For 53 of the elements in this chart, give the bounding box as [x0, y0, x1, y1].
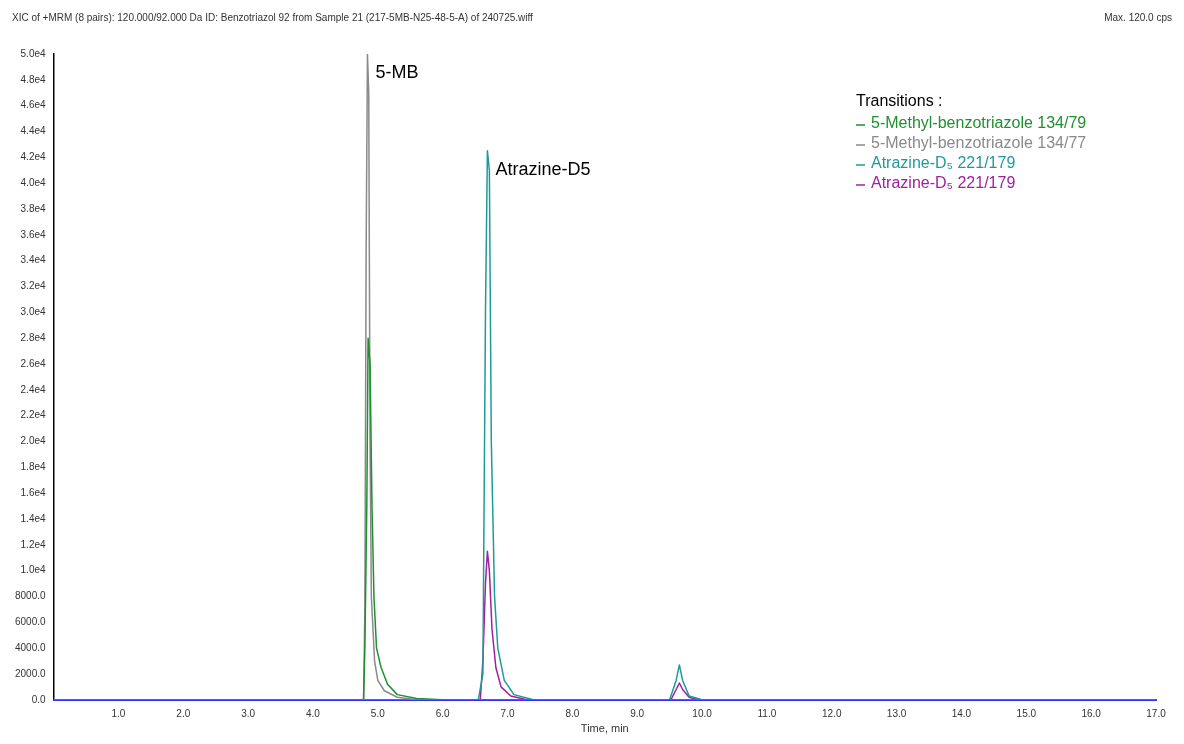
y-tick-label: 4.6e4 [20, 99, 47, 111]
y-tick-label: 2.6e4 [20, 357, 47, 369]
annotation: 5-MB [375, 61, 419, 82]
x-tick-label: 9.0 [630, 707, 645, 719]
annotation: Atrazine-D5 [495, 158, 591, 179]
legend-label: 5-Methyl-benzotriazole 134/79 [871, 114, 1087, 132]
y-tick-label: 3.4e4 [20, 254, 47, 266]
x-tick-label: 12.0 [822, 707, 842, 719]
x-tick-label: 17.0 [1146, 707, 1167, 719]
y-tick-label: 3.8e4 [20, 202, 47, 214]
x-tick-label: 2.0 [176, 707, 191, 719]
y-tick-label: 4.0e4 [20, 176, 47, 188]
x-tick-label: 11.0 [757, 707, 777, 719]
y-tick-label: 3.2e4 [20, 280, 47, 292]
y-tick-label: 0.0 [31, 693, 47, 705]
y-tick-label: 4.8e4 [20, 73, 47, 85]
y-tick-label: 2.2e4 [20, 409, 47, 421]
y-tick-label: 5.0e4 [20, 47, 47, 59]
x-tick-label: 15.0 [1016, 707, 1037, 719]
text: Max. 120.0 cps [1104, 11, 1172, 23]
y-tick-label: 4.4e4 [20, 125, 47, 137]
legend-label: Atrazine-D₅ 221/179 [871, 154, 1016, 172]
x-tick-label: 16.0 [1081, 707, 1102, 719]
y-tick-label: 3.0e4 [20, 306, 47, 318]
x-tick-label: 10.0 [692, 707, 713, 719]
y-tick-label: 1.0e4 [20, 564, 47, 576]
x-tick-label: 8.0 [565, 707, 580, 719]
y-tick-label: 6000.0 [14, 616, 47, 628]
legend-title: Transitions : [856, 92, 943, 110]
x-tick-label: 5.0 [370, 707, 386, 719]
y-tick-label: 2000.0 [14, 667, 47, 679]
y-tick-label: 1.8e4 [20, 461, 47, 473]
x-tick-label: 3.0 [241, 707, 256, 719]
y-tick-label: 1.4e4 [20, 512, 47, 524]
x-tick-label: 1.0 [111, 707, 126, 719]
y-tick-label: 1.2e4 [20, 538, 47, 550]
chart-title: XIC of +MRM (8 pairs): 120.000/92.000 Da ID: Benzotriazol 92 from Sample 21 (217-5MB-N25-48-5-A) of 240725.wiff [12, 11, 534, 23]
x-tick-label: 7.0 [500, 707, 515, 719]
y-tick-label: 1.6e4 [20, 486, 47, 498]
y-tick-label: 2.0e4 [20, 435, 47, 447]
x-axis-title: Time, min [580, 722, 629, 735]
x-tick-label: 4.0 [306, 707, 321, 719]
y-tick-label: 2.8e4 [20, 331, 47, 343]
y-tick-label: 4.2e4 [20, 151, 47, 163]
y-tick-label: 2.4e4 [20, 383, 47, 395]
x-tick-label: 14.0 [951, 707, 972, 719]
y-tick-label: 4000.0 [14, 641, 47, 653]
x-tick-label: 6.0 [435, 707, 451, 719]
x-tick-label: 13.0 [886, 707, 907, 719]
legend-label: Atrazine-D₅ 221/179 [871, 174, 1016, 192]
y-tick-label: 8000.0 [14, 590, 47, 602]
y-tick-label: 3.6e4 [20, 228, 47, 240]
legend-label: 5-Methyl-benzotriazole 134/77 [871, 134, 1087, 152]
